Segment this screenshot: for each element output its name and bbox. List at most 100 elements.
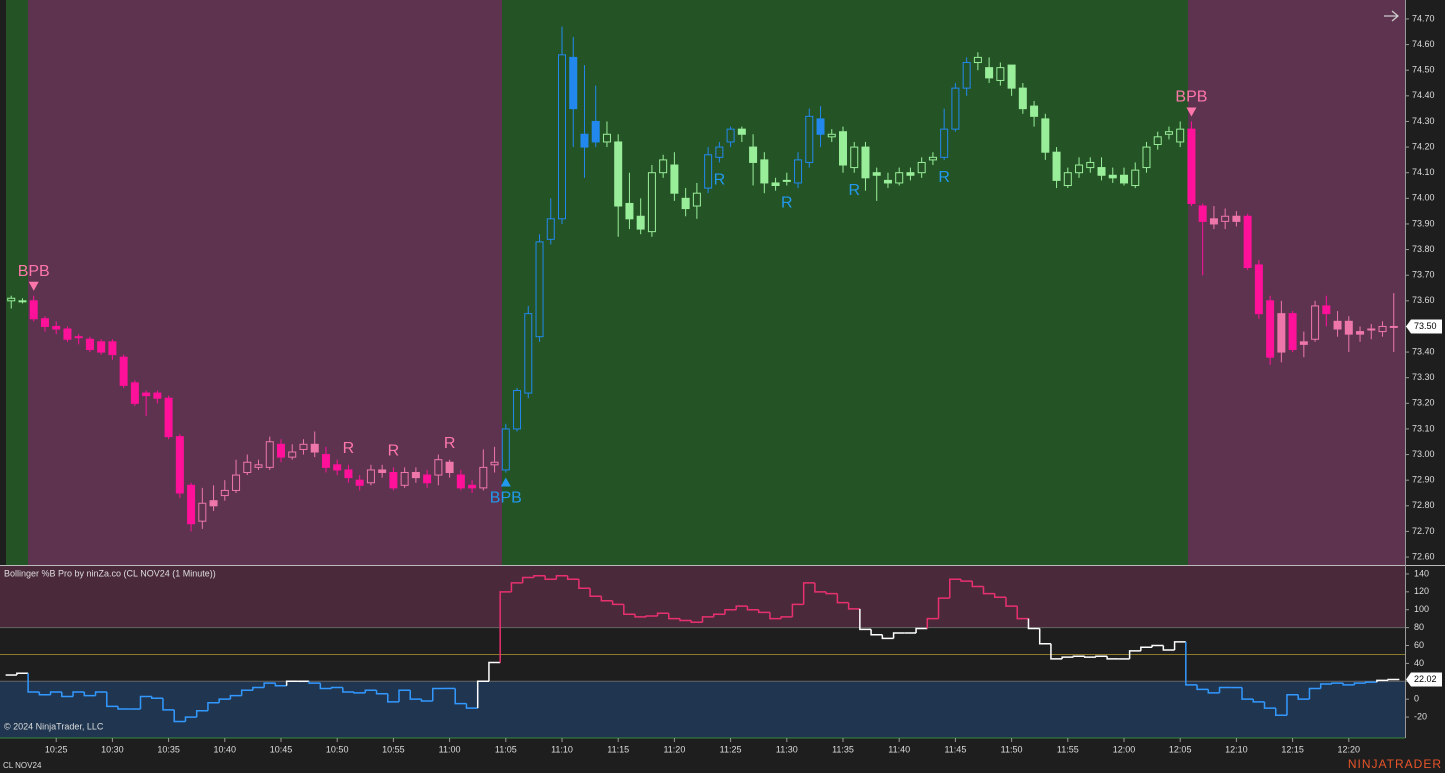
indicator-step <box>285 680 298 686</box>
signal-label: R <box>444 435 456 452</box>
candle-body <box>1018 87 1027 110</box>
indicator-step <box>1353 682 1366 685</box>
candle-body <box>1243 215 1252 269</box>
x-tick-label: 11:05 <box>495 744 517 754</box>
candle-body <box>1333 320 1342 330</box>
indicator-step <box>859 608 872 631</box>
candle-body <box>614 141 623 207</box>
indicator-step <box>589 588 602 598</box>
indicator-step <box>802 582 815 605</box>
candle-body <box>782 179 791 182</box>
candle-body <box>119 356 128 386</box>
indicator-step <box>679 618 692 622</box>
y-tick-label: -20 <box>1414 711 1427 721</box>
y-tick-label: 72.70 <box>1412 526 1435 536</box>
indicator-step <box>1140 646 1153 651</box>
indicator-step <box>656 612 669 616</box>
indicator-step <box>38 692 51 696</box>
indicator-step <box>544 575 557 581</box>
candle-body <box>917 161 926 174</box>
indicator-step <box>578 579 591 590</box>
indicator-step <box>791 603 804 617</box>
indicator-step <box>712 613 725 617</box>
x-tick-label: 12:20 <box>1338 744 1361 754</box>
candle-body <box>232 474 241 491</box>
indicator-step <box>870 629 883 636</box>
y-tick-label: 74.10 <box>1412 167 1435 177</box>
candle-body <box>1367 328 1376 331</box>
indicator-step <box>634 614 647 618</box>
indicator-step <box>1331 682 1344 684</box>
x-tick-label: 11:20 <box>663 744 685 754</box>
candle-body <box>996 67 1005 81</box>
indicator-step <box>1196 684 1209 691</box>
candle-body <box>546 218 555 240</box>
candle-body <box>524 313 533 394</box>
candle-body <box>1052 151 1061 181</box>
candle-body <box>187 484 196 525</box>
indicator-step <box>420 699 433 702</box>
last-price-label: 73.50 <box>1414 321 1437 331</box>
candle-body <box>265 441 274 468</box>
indicator-step <box>915 627 928 633</box>
x-tick-label: 10:55 <box>382 744 405 754</box>
indicator-step <box>949 578 962 599</box>
candle-body <box>1153 136 1162 146</box>
indicator-step <box>1050 643 1063 660</box>
candle-body <box>1176 128 1185 143</box>
signal-label: BPB <box>18 263 50 280</box>
signal-label: R <box>388 443 400 460</box>
y-tick-label: 74.30 <box>1412 116 1435 126</box>
candle-body <box>1266 300 1275 358</box>
y-tick-label: 120 <box>1414 586 1429 596</box>
y-tick-label: 74.40 <box>1412 90 1435 100</box>
candle-body <box>771 182 780 187</box>
x-tick-label: 11:25 <box>720 744 742 754</box>
signal-label: R <box>781 195 793 212</box>
signal-label: R <box>714 172 726 189</box>
scroll-arrow[interactable] <box>1384 10 1400 22</box>
candle-body <box>985 67 994 79</box>
x-tick-label: 10:35 <box>157 744 180 754</box>
candle-body <box>1142 146 1151 169</box>
candle-body <box>7 297 16 302</box>
candle-body <box>861 146 870 179</box>
signal-arrow <box>28 281 39 291</box>
x-tick-label: 11:45 <box>944 744 966 754</box>
indicator-step <box>1252 699 1265 703</box>
indicator-step <box>431 687 444 701</box>
candle-body <box>1311 305 1320 340</box>
indicator-step <box>1095 655 1108 658</box>
x-tick-label: 12:15 <box>1281 744 1304 754</box>
candle-body <box>299 443 308 450</box>
candle-body <box>389 471 398 489</box>
y-tick-label: 73.30 <box>1412 372 1435 382</box>
candle-body <box>591 120 600 143</box>
indicator-step <box>960 579 973 582</box>
trend-zone-down <box>1188 0 1405 565</box>
candle-body <box>400 471 409 486</box>
indicator-step <box>1128 650 1141 659</box>
indicator-step <box>1016 606 1029 620</box>
candle-body <box>962 62 971 89</box>
x-tick-label: 11:40 <box>888 744 910 754</box>
indicator-step <box>1286 693 1299 716</box>
indicator-step <box>1173 641 1186 650</box>
y-tick-label: 40 <box>1414 658 1424 668</box>
indicator-step <box>83 692 96 697</box>
x-tick-label: 11:35 <box>832 744 854 754</box>
indicator-step <box>173 709 186 723</box>
candle-body <box>1097 167 1106 176</box>
candle-body <box>29 300 38 320</box>
indicator-step <box>510 582 523 592</box>
candle-body <box>344 469 353 479</box>
indicator-step <box>971 581 984 588</box>
trend-zone-up <box>502 0 1188 565</box>
candle-body <box>74 336 83 339</box>
candle-body <box>737 128 746 135</box>
y-tick-label: 72.60 <box>1412 551 1435 561</box>
indicator-step <box>1308 687 1321 700</box>
signal-label: BPB <box>490 490 522 507</box>
indicator-step <box>1263 701 1276 709</box>
candle-body <box>816 118 825 135</box>
